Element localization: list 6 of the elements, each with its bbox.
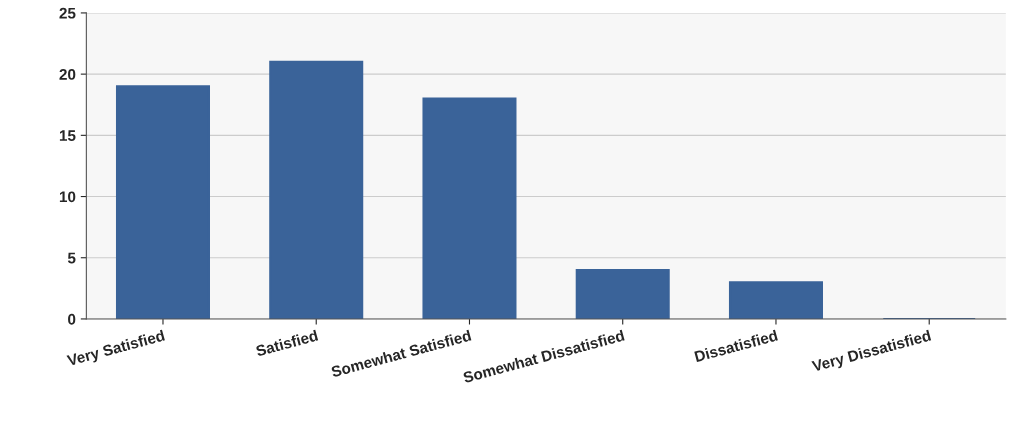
y-tick-label: 10 <box>59 191 76 203</box>
y-tick-label: 20 <box>59 69 76 80</box>
y-tick-label: 15 <box>59 130 76 142</box>
y-tick-label: 0 <box>68 313 76 325</box>
y-tick-label: 25 <box>59 7 76 19</box>
y-tick-label: 5 <box>67 252 76 264</box>
